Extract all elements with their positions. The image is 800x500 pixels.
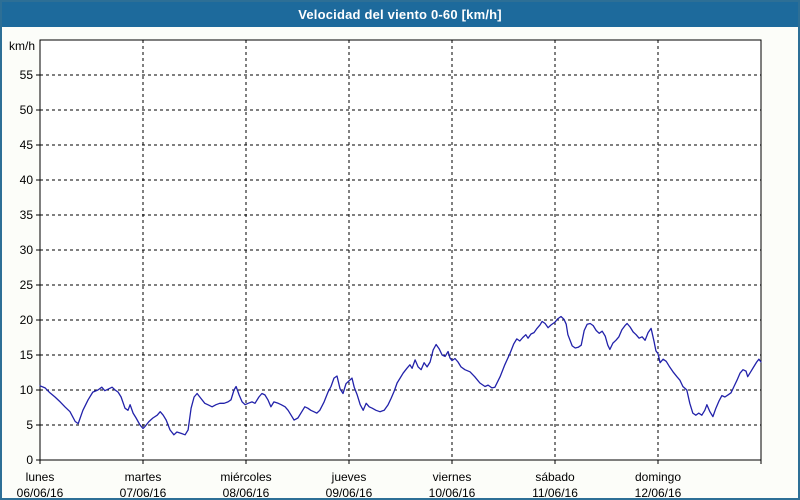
x-day-name-label: martes — [125, 470, 162, 484]
y-tick-label: 35 — [20, 208, 34, 222]
y-tick-label: 50 — [20, 103, 34, 117]
y-tick-label: 20 — [20, 313, 34, 327]
y-tick-label: 15 — [20, 348, 34, 362]
y-tick-label: 5 — [26, 418, 33, 432]
title-bar: Velocidad del viento 0-60 [km/h] — [2, 2, 798, 27]
x-day-name-label: miércoles — [220, 470, 271, 484]
x-day-date-label: 07/06/16 — [120, 486, 167, 498]
y-tick-label: 0 — [26, 453, 33, 467]
x-day-name-label: lunes — [26, 470, 55, 484]
x-day-date-label: 11/06/16 — [532, 486, 578, 498]
y-tick-label: 10 — [20, 383, 34, 397]
x-day-name-label: jueves — [331, 470, 367, 484]
x-day-name-label: domingo — [635, 470, 681, 484]
wind-speed-line — [39, 315, 762, 436]
x-day-date-label: 10/06/16 — [429, 486, 476, 498]
window-title: Velocidad del viento 0-60 [km/h] — [298, 7, 502, 22]
y-tick-label: 40 — [20, 173, 34, 187]
y-axis-unit-label: km/h — [9, 39, 35, 53]
wind-speed-chart: 0 5 10 15 20 25 30 35 40 45 50 55 km/h lunes 06/06/16 m… — [9, 39, 762, 498]
x-day-date-label: 06/06/16 — [17, 486, 64, 498]
x-day-date-label: 09/06/16 — [326, 486, 373, 498]
y-tick-label: 30 — [20, 243, 34, 257]
x-day-date-label: 08/06/16 — [223, 486, 270, 498]
y-tick-label: 25 — [20, 278, 34, 292]
y-tick-label: 55 — [20, 68, 34, 82]
x-day-name-label: sábado — [535, 470, 575, 484]
x-day-name-label: viernes — [433, 470, 472, 484]
x-day-date-label: 12/06/16 — [635, 486, 682, 498]
y-tick-label: 45 — [20, 138, 34, 152]
